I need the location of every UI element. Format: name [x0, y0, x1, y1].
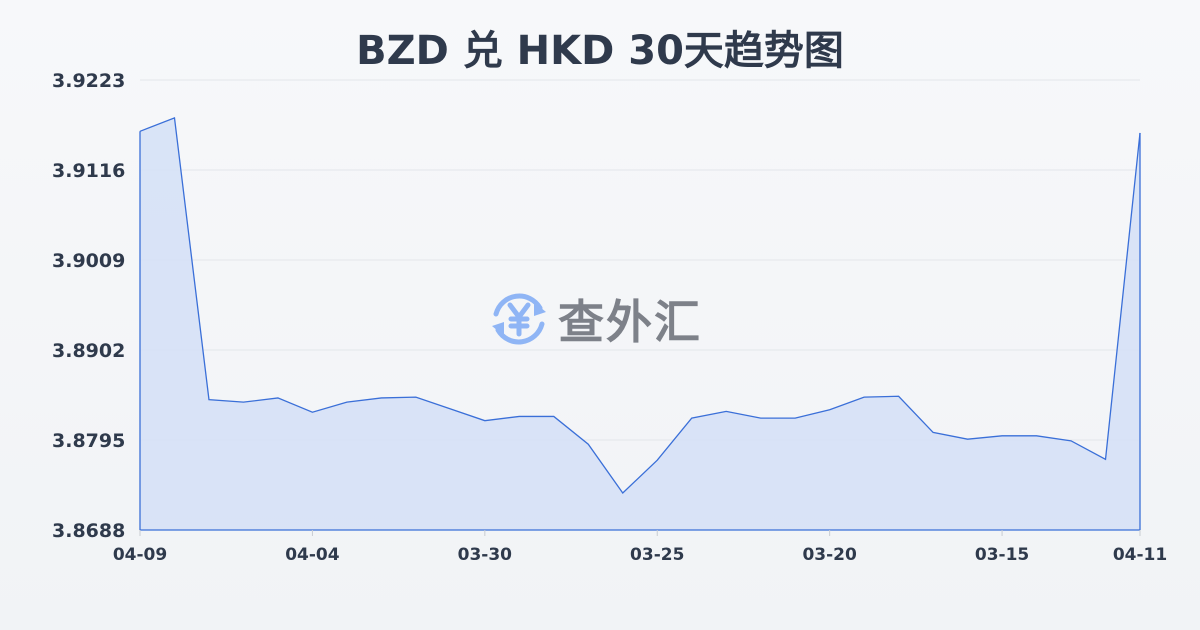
x-tick-label: 04-09	[113, 545, 167, 565]
x-tick-label: 03-15	[975, 545, 1029, 565]
x-tick-label: 04-04	[285, 545, 340, 565]
y-tick-label: 3.8688	[52, 520, 125, 542]
area-fill	[140, 117, 1140, 530]
y-tick-label: 3.9009	[52, 250, 125, 272]
y-tick-label: 3.9223	[52, 70, 125, 92]
y-tick-label: 3.8902	[52, 340, 125, 362]
x-tick-label: 04-11	[1113, 545, 1167, 565]
watermark-text: 查外汇	[558, 295, 702, 349]
y-tick-label: 3.9116	[52, 160, 125, 182]
yen-exchange-icon	[492, 293, 546, 345]
watermark: 查外汇	[488, 286, 702, 352]
x-tick-label: 03-30	[458, 545, 513, 565]
series-line	[139, 116, 1141, 494]
x-tick-label: 03-25	[630, 545, 684, 565]
chart-title: BZD 兑 HKD 30天趋势图	[356, 28, 844, 74]
y-tick-label: 3.8795	[52, 430, 125, 452]
x-tick-label: 03-20	[802, 545, 857, 565]
